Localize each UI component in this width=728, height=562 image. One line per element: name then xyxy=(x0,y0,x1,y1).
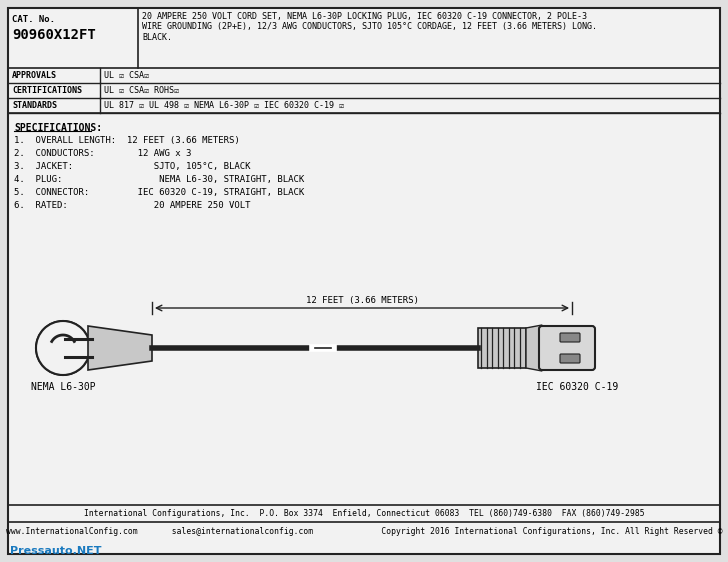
Polygon shape xyxy=(526,325,542,371)
FancyBboxPatch shape xyxy=(539,326,595,370)
Text: Pressauto.NET: Pressauto.NET xyxy=(10,546,101,556)
Text: 3.  JACKET:               SJTO, 105°C, BLACK: 3. JACKET: SJTO, 105°C, BLACK xyxy=(14,162,250,171)
Text: CAT. No.: CAT. No. xyxy=(12,15,55,24)
Text: SPECIFICATIONS:: SPECIFICATIONS: xyxy=(14,123,102,133)
Text: NEMA L6-30P: NEMA L6-30P xyxy=(31,382,95,392)
Text: 12 FEET (3.66 METERS): 12 FEET (3.66 METERS) xyxy=(306,296,419,305)
Text: UL ☑ CSA☑: UL ☑ CSA☑ xyxy=(104,71,149,80)
Polygon shape xyxy=(88,326,152,370)
FancyBboxPatch shape xyxy=(560,333,580,342)
Text: 5.  CONNECTOR:         IEC 60320 C-19, STRAIGHT, BLACK: 5. CONNECTOR: IEC 60320 C-19, STRAIGHT, … xyxy=(14,188,304,197)
Text: UL ☑ CSA☑ ROHS☑: UL ☑ CSA☑ ROHS☑ xyxy=(104,86,179,95)
Bar xyxy=(478,328,526,368)
Text: 4.  PLUG:                  NEMA L6-30, STRAIGHT, BLACK: 4. PLUG: NEMA L6-30, STRAIGHT, BLACK xyxy=(14,175,304,184)
Text: 6.  RATED:                20 AMPERE 250 VOLT: 6. RATED: 20 AMPERE 250 VOLT xyxy=(14,201,250,210)
Text: STANDARDS: STANDARDS xyxy=(12,101,57,110)
Text: 90960X12FT: 90960X12FT xyxy=(12,28,96,42)
Text: 20 AMPERE 250 VOLT CORD SET, NEMA L6-30P LOCKING PLUG, IEC 60320 C-19 CONNECTOR,: 20 AMPERE 250 VOLT CORD SET, NEMA L6-30P… xyxy=(142,12,597,42)
Text: APPROVALS: APPROVALS xyxy=(12,71,57,80)
Text: 2.  CONDUCTORS:        12 AWG x 3: 2. CONDUCTORS: 12 AWG x 3 xyxy=(14,149,191,158)
Circle shape xyxy=(36,321,90,375)
Text: IEC 60320 C-19: IEC 60320 C-19 xyxy=(536,382,618,392)
Text: UL 817 ☑ UL 498 ☑ NEMA L6-30P ☑ IEC 60320 C-19 ☑: UL 817 ☑ UL 498 ☑ NEMA L6-30P ☑ IEC 6032… xyxy=(104,101,344,110)
FancyBboxPatch shape xyxy=(560,354,580,363)
Text: CERTIFICATIONS: CERTIFICATIONS xyxy=(12,86,82,95)
Text: www.InternationalConfig.com       sales@internationalconfig.com              Cop: www.InternationalConfig.com sales@intern… xyxy=(6,527,722,536)
Text: International Configurations, Inc.  P.O. Box 3374  Enfield, Connecticut 06083  T: International Configurations, Inc. P.O. … xyxy=(84,509,644,518)
Text: 1.  OVERALL LENGTH:  12 FEET (3.66 METERS): 1. OVERALL LENGTH: 12 FEET (3.66 METERS) xyxy=(14,136,240,145)
